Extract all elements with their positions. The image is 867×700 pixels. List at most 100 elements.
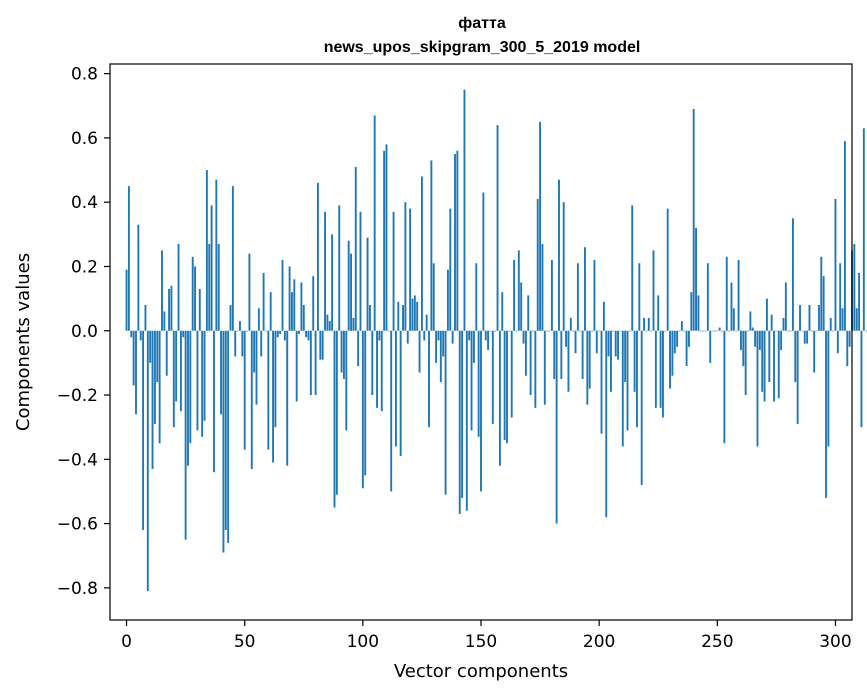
bar xyxy=(253,330,256,373)
bar xyxy=(286,330,289,466)
bar xyxy=(298,330,300,334)
bar xyxy=(576,263,579,331)
bar xyxy=(446,269,449,331)
bar xyxy=(832,330,835,332)
bar xyxy=(768,330,771,383)
bar xyxy=(806,330,809,344)
bar xyxy=(243,330,246,450)
bar xyxy=(418,330,421,373)
bar xyxy=(685,330,688,367)
bar xyxy=(482,192,485,331)
bar xyxy=(378,330,381,341)
bar xyxy=(338,205,341,331)
bar xyxy=(699,330,702,332)
bar xyxy=(673,330,676,354)
bar xyxy=(865,330,867,332)
bar xyxy=(664,330,667,332)
bar xyxy=(255,330,258,405)
x-tick-label: 50 xyxy=(234,632,256,652)
bar xyxy=(156,330,159,383)
bar xyxy=(392,211,395,331)
bar xyxy=(588,330,591,389)
bar xyxy=(595,330,598,354)
bar xyxy=(704,330,707,332)
bar xyxy=(662,330,664,418)
bar xyxy=(650,330,653,332)
y-tick-label: −0.8 xyxy=(57,579,98,599)
bar xyxy=(614,330,617,357)
bar xyxy=(239,321,241,331)
bar xyxy=(621,330,624,447)
bar xyxy=(385,144,388,331)
bar xyxy=(605,330,608,518)
x-tick-label: 150 xyxy=(465,632,497,652)
bar xyxy=(175,330,178,402)
bar xyxy=(215,179,218,331)
bar xyxy=(773,330,775,402)
bar xyxy=(858,272,861,331)
bar xyxy=(678,330,681,332)
bar xyxy=(411,298,414,331)
bar xyxy=(520,282,523,331)
x-axis-label: Vector components xyxy=(394,661,568,682)
bar xyxy=(607,330,610,357)
bar xyxy=(810,330,813,332)
bar xyxy=(383,150,386,331)
bar xyxy=(527,295,530,331)
bar xyxy=(747,330,749,332)
bar xyxy=(624,330,627,383)
bar xyxy=(163,311,166,331)
bar xyxy=(799,305,801,331)
bar xyxy=(158,330,161,444)
bar xyxy=(586,330,589,405)
bar xyxy=(820,256,823,331)
bar xyxy=(671,330,674,376)
bar xyxy=(373,115,376,331)
bar xyxy=(787,330,790,332)
bar xyxy=(371,330,374,396)
bar xyxy=(640,330,643,486)
bar xyxy=(765,298,768,331)
bar xyxy=(541,243,544,331)
bar xyxy=(494,330,497,332)
bar xyxy=(647,317,650,331)
bar xyxy=(567,330,570,392)
bar xyxy=(364,330,367,476)
bar xyxy=(579,330,582,332)
bar xyxy=(177,243,180,331)
bar xyxy=(510,330,513,418)
bar xyxy=(475,263,478,331)
bar xyxy=(669,330,671,389)
bar xyxy=(801,330,804,332)
bar xyxy=(354,166,357,331)
y-tick-label: −0.4 xyxy=(57,450,98,470)
bar xyxy=(602,301,605,331)
bar xyxy=(659,330,662,408)
bar xyxy=(430,160,433,331)
bar xyxy=(484,330,487,341)
bar xyxy=(236,330,239,332)
bar xyxy=(137,224,140,331)
bar xyxy=(477,330,480,437)
bar xyxy=(855,308,858,331)
bar xyxy=(498,330,501,466)
bar xyxy=(314,330,317,396)
bar xyxy=(841,308,844,331)
bar xyxy=(524,330,527,376)
bar xyxy=(725,256,728,331)
bar xyxy=(777,330,780,399)
x-tick-label: 0 xyxy=(121,632,132,652)
bar xyxy=(227,330,230,543)
bar xyxy=(198,288,201,331)
bar xyxy=(246,330,248,332)
bar xyxy=(222,330,225,553)
bar xyxy=(761,330,764,392)
bar xyxy=(763,330,766,402)
bar xyxy=(626,330,629,431)
bar xyxy=(728,330,731,332)
bar xyxy=(536,198,539,331)
bar xyxy=(416,301,419,331)
bar xyxy=(749,311,752,331)
bar xyxy=(543,330,546,405)
bar xyxy=(827,330,830,447)
